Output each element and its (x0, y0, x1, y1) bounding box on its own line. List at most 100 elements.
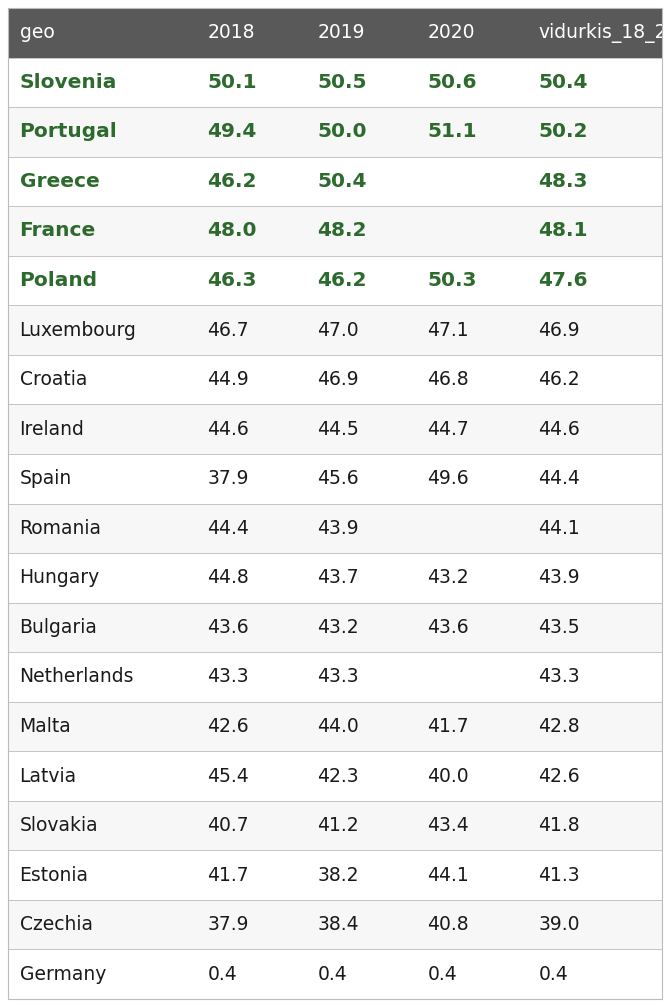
Text: 44.1: 44.1 (427, 866, 469, 884)
Text: 43.6: 43.6 (427, 618, 469, 636)
Text: 41.7: 41.7 (427, 717, 469, 736)
Text: 50.4: 50.4 (539, 73, 588, 92)
Text: 46.2: 46.2 (539, 371, 580, 389)
Text: 50.1: 50.1 (208, 73, 257, 92)
Text: France: France (19, 222, 96, 241)
Text: 44.4: 44.4 (539, 469, 580, 488)
Bar (8, 354, 662, 405)
Text: 44.7: 44.7 (427, 420, 469, 439)
Text: 44.0: 44.0 (318, 717, 359, 736)
Text: 37.9: 37.9 (208, 469, 249, 488)
Text: 43.3: 43.3 (539, 668, 580, 687)
Text: 46.7: 46.7 (208, 320, 249, 339)
Text: 47.0: 47.0 (318, 320, 359, 339)
Text: Bulgaria: Bulgaria (19, 618, 97, 636)
Text: 44.4: 44.4 (208, 519, 249, 538)
Text: 43.2: 43.2 (318, 618, 359, 636)
Text: 48.1: 48.1 (539, 222, 588, 241)
Text: 39.0: 39.0 (539, 915, 580, 934)
Text: 45.4: 45.4 (208, 766, 249, 785)
Text: vidurkis_18_20: vidurkis_18_20 (539, 23, 670, 42)
Text: 46.8: 46.8 (427, 371, 469, 389)
Bar (8, 950, 662, 999)
Text: 47.6: 47.6 (539, 271, 588, 290)
Text: Latvia: Latvia (19, 766, 76, 785)
Text: Czechia: Czechia (19, 915, 92, 934)
Text: 41.3: 41.3 (539, 866, 580, 884)
Text: 40.0: 40.0 (427, 766, 469, 785)
Text: 43.6: 43.6 (208, 618, 249, 636)
Text: 44.6: 44.6 (539, 420, 580, 439)
Text: 44.5: 44.5 (318, 420, 359, 439)
Text: Luxembourg: Luxembourg (19, 320, 137, 339)
Text: 37.9: 37.9 (208, 915, 249, 934)
Text: Slovakia: Slovakia (19, 816, 98, 835)
Text: 50.3: 50.3 (427, 271, 477, 290)
Text: Netherlands: Netherlands (19, 668, 134, 687)
Text: 42.6: 42.6 (208, 717, 249, 736)
Bar (8, 8, 662, 57)
Text: 46.9: 46.9 (318, 371, 359, 389)
Bar (8, 504, 662, 553)
Text: 50.4: 50.4 (318, 172, 367, 191)
Text: 50.5: 50.5 (318, 73, 367, 92)
Text: 42.6: 42.6 (539, 766, 580, 785)
Text: 46.2: 46.2 (318, 271, 367, 290)
Bar (8, 702, 662, 751)
Bar (8, 206, 662, 256)
Text: 50.6: 50.6 (427, 73, 477, 92)
Text: Germany: Germany (19, 965, 106, 984)
Bar (8, 553, 662, 602)
Text: 41.2: 41.2 (318, 816, 359, 835)
Text: geo: geo (19, 23, 54, 42)
Text: 43.7: 43.7 (318, 568, 359, 587)
Text: 44.6: 44.6 (208, 420, 249, 439)
Text: Greece: Greece (19, 172, 99, 191)
Text: 43.4: 43.4 (427, 816, 469, 835)
Text: 2018: 2018 (208, 23, 255, 42)
Text: 43.9: 43.9 (539, 568, 580, 587)
Text: 44.9: 44.9 (208, 371, 249, 389)
Text: 43.3: 43.3 (208, 668, 249, 687)
Bar (8, 57, 662, 107)
Text: Romania: Romania (19, 519, 102, 538)
Text: 2019: 2019 (318, 23, 365, 42)
Text: 44.1: 44.1 (539, 519, 580, 538)
Text: 49.6: 49.6 (427, 469, 469, 488)
Text: Croatia: Croatia (19, 371, 87, 389)
Bar (8, 454, 662, 504)
Text: 50.2: 50.2 (539, 123, 588, 141)
Text: 45.6: 45.6 (318, 469, 359, 488)
Text: Ireland: Ireland (19, 420, 84, 439)
Text: 48.3: 48.3 (539, 172, 588, 191)
Bar (8, 900, 662, 950)
Text: 46.2: 46.2 (208, 172, 257, 191)
Text: 38.4: 38.4 (318, 915, 359, 934)
Text: Estonia: Estonia (19, 866, 88, 884)
Text: 48.0: 48.0 (208, 222, 257, 241)
Text: 40.8: 40.8 (427, 915, 469, 934)
Text: 40.7: 40.7 (208, 816, 249, 835)
Bar (8, 850, 662, 900)
Text: Hungary: Hungary (19, 568, 100, 587)
Text: 42.8: 42.8 (539, 717, 580, 736)
Text: 51.1: 51.1 (427, 123, 477, 141)
Text: 48.2: 48.2 (318, 222, 367, 241)
Text: 44.8: 44.8 (208, 568, 249, 587)
Text: 47.1: 47.1 (427, 320, 469, 339)
Text: Poland: Poland (19, 271, 98, 290)
Text: 0.4: 0.4 (539, 965, 568, 984)
Bar (8, 107, 662, 157)
Text: 43.2: 43.2 (427, 568, 469, 587)
Text: 43.3: 43.3 (318, 668, 359, 687)
Text: 46.3: 46.3 (208, 271, 257, 290)
Bar (8, 653, 662, 702)
Text: 43.5: 43.5 (539, 618, 580, 636)
Text: 38.2: 38.2 (318, 866, 359, 884)
Text: 41.8: 41.8 (539, 816, 580, 835)
Text: Portugal: Portugal (19, 123, 117, 141)
Text: 0.4: 0.4 (208, 965, 237, 984)
Text: 43.9: 43.9 (318, 519, 359, 538)
Text: Malta: Malta (19, 717, 71, 736)
Text: 49.4: 49.4 (208, 123, 257, 141)
